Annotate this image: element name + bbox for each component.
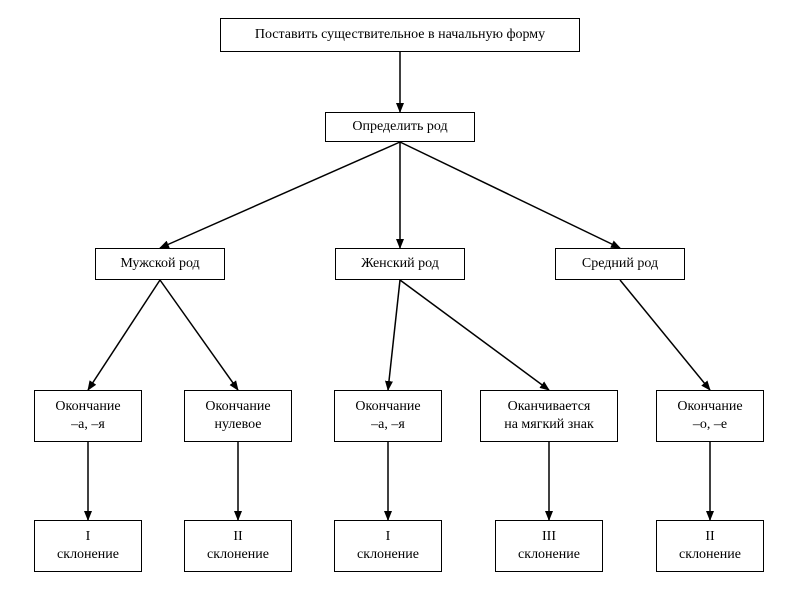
node-end-m2: Окончание нулевое (184, 390, 292, 442)
node-gender-f: Женский род (335, 248, 465, 280)
node-end-f1: Окончание –а, –я (334, 390, 442, 442)
node-end-n1: Окончание –о, –е (656, 390, 764, 442)
node-decl-f2: III склонение (495, 520, 603, 572)
node-decl-n1: II склонение (656, 520, 764, 572)
node-gender-n: Средний род (555, 248, 685, 280)
node-decl-m2: II склонение (184, 520, 292, 572)
node-decl-m1: I склонение (34, 520, 142, 572)
node-end-f2: Оканчивается на мягкий знак (480, 390, 618, 442)
node-decl-f1: I склонение (334, 520, 442, 572)
node-root: Поставить существительное в начальную фо… (220, 18, 580, 52)
node-end-m1: Окончание –а, –я (34, 390, 142, 442)
node-gender-m: Мужской род (95, 248, 225, 280)
node-step2: Определить род (325, 112, 475, 142)
arrows-layer (0, 0, 800, 600)
